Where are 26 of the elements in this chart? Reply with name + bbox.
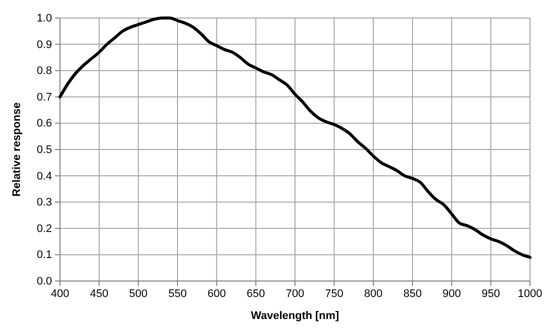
x-axis-title: Wavelength [nm] [250,310,340,322]
x-tick-label: 600 [207,288,226,300]
y-axis-title: Relative response [11,102,23,197]
y-tick-label: 0.9 [36,38,52,51]
x-tick-label: 550 [168,288,187,300]
x-tick-label: 800 [364,288,383,300]
x-tick-label: 500 [129,288,148,300]
y-tick-label: 0.3 [36,196,52,209]
y-tick-label: 0.6 [36,118,52,130]
x-tick-label: 700 [286,288,304,300]
x-tick-label: 650 [246,288,266,300]
x-tick-label: 950 [482,288,500,300]
y-tick-label: 0.4 [36,170,52,182]
y-tick-label: 0.1 [36,249,52,262]
x-tick-label: 1000 [518,288,542,300]
y-tick-label: 0.5 [36,144,52,156]
x-tick-label: 750 [324,288,344,300]
y-tick-label: 0.8 [36,65,52,78]
y-tick-label: 0.7 [36,91,52,104]
x-tick-label: 450 [90,288,108,300]
x-tick-label: 400 [50,288,70,300]
y-tick-label: 0.2 [36,222,52,235]
x-tick-label: 900 [442,288,461,300]
x-tick-label: 850 [403,288,422,300]
y-tick-label: 0.0 [36,276,52,288]
y-tick-label: 1.0 [36,12,52,25]
